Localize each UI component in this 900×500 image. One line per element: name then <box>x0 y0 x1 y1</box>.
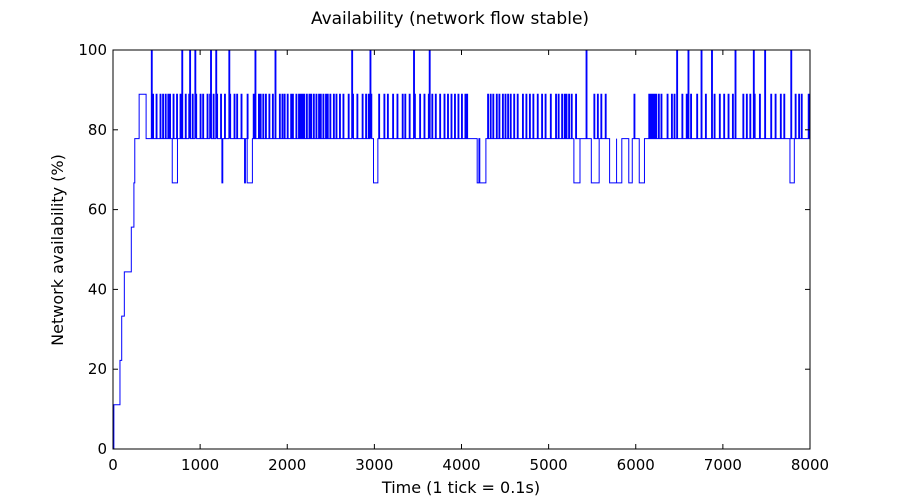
y-tick-label: 80 <box>88 121 107 139</box>
x-tick-label: 6000 <box>617 456 655 474</box>
x-tick-label: 1000 <box>181 456 219 474</box>
x-axis-label: Time (1 tick = 0.1s) <box>381 478 540 497</box>
y-tick-label: 60 <box>88 201 107 219</box>
y-tick-label: 20 <box>88 360 107 378</box>
x-tick-label: 4000 <box>442 456 480 474</box>
x-tick-label: 8000 <box>791 456 829 474</box>
y-axis-label: Network availability (%) <box>48 154 67 346</box>
y-tick-label: 0 <box>97 440 107 458</box>
y-tick-label: 100 <box>78 41 107 59</box>
chart-title: Availability (network flow stable) <box>311 9 589 29</box>
x-tick-label: 0 <box>108 456 118 474</box>
series-line-availability <box>113 49 810 450</box>
x-tick-label: 3000 <box>355 456 393 474</box>
chart-marks <box>113 49 810 450</box>
x-tick-label: 7000 <box>704 456 742 474</box>
x-tick-label: 5000 <box>530 456 568 474</box>
x-tick-label: 2000 <box>268 456 306 474</box>
y-tick-label: 40 <box>88 280 107 298</box>
axis-ticks: 0 1000 2000 3000 4000 5000 6000 7000 8000 0 20 40 60… <box>78 41 829 474</box>
